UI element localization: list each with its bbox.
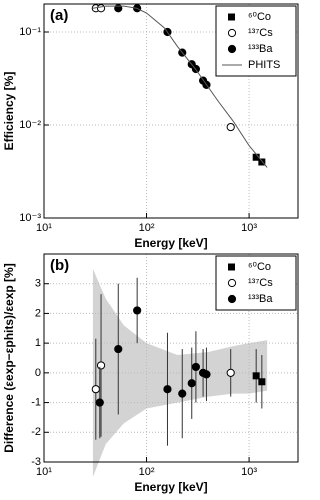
y-tick-label: -2	[31, 426, 41, 438]
legend-label: ¹³³Ba	[248, 293, 273, 305]
plot-frame	[43, 253, 299, 463]
y-tick-label: 2	[35, 307, 41, 319]
panel-label: (b)	[50, 257, 69, 274]
circle-marker	[96, 4, 106, 13]
y-tick-label: -1	[31, 396, 41, 408]
square-marker	[258, 378, 266, 386]
panel-label: (a)	[50, 7, 68, 24]
x-tick-label: 10³	[241, 466, 257, 478]
circle-marker	[114, 344, 123, 354]
circle-marker	[226, 368, 235, 377]
x-tick-label: 10¹	[36, 466, 52, 478]
legend-marker	[227, 44, 237, 54]
x-axis-title: Energy [keV]	[134, 480, 207, 494]
x-tick-label: 10³	[241, 222, 257, 234]
y-tick-label: -3	[31, 456, 41, 468]
circle-marker	[96, 361, 106, 370]
fit-line	[92, 5, 268, 168]
legend-label: ⁶⁰Co	[248, 11, 271, 23]
chart: 10¹ 10² 10³ 10⁻³ 10⁻² 10⁻¹ (a) Energy [keV] Effi…	[2, 3, 299, 494]
circle-marker	[202, 370, 211, 379]
legend-label: ¹³⁷Cs	[248, 277, 273, 289]
y-tick-label: 3	[35, 278, 41, 290]
y-axis-title: Efficiency [%]	[2, 72, 16, 151]
x-axis-title: Energy [keV]	[134, 236, 207, 250]
panel: 10¹ 10² 10³ -3 -2 -1 0 1 2 3 (b) Energy [keV] Differ…	[2, 253, 299, 494]
legend-label: PHITS	[248, 59, 280, 71]
x-tick-label: 10²	[139, 222, 155, 234]
legend-label: ⁶⁰Co	[248, 261, 271, 273]
y-tick-label: 10⁻³	[19, 212, 41, 224]
square-marker	[258, 158, 266, 166]
legend-marker	[227, 294, 237, 304]
legend-marker	[228, 13, 235, 21]
circle-marker	[133, 306, 142, 315]
x-tick-label: 10²	[139, 466, 155, 478]
circle-marker	[226, 122, 235, 132]
circle-marker	[163, 385, 172, 394]
y-tick-label: 10⁻²	[19, 119, 41, 131]
square-marker	[252, 153, 260, 161]
square-marker	[252, 372, 260, 380]
legend-marker	[227, 278, 237, 288]
legend-marker	[228, 263, 235, 271]
legend-label: ¹³³Ba	[248, 43, 273, 55]
circle-marker	[91, 385, 100, 394]
plot-frame	[43, 3, 299, 219]
y-tick-label: 0	[35, 367, 41, 379]
x-tick-label: 10¹	[36, 222, 52, 234]
y-axis-title: Difference (εexp−εphits)/εexp [%]	[2, 263, 16, 452]
circle-marker	[95, 398, 104, 407]
legend-marker	[227, 28, 237, 38]
y-tick-label: 1	[35, 337, 41, 349]
circle-marker	[178, 389, 187, 398]
panel: 10¹ 10² 10³ 10⁻³ 10⁻² 10⁻¹ (a) Energy [keV] Effi…	[2, 3, 299, 250]
circle-marker	[187, 379, 196, 388]
legend-label: ¹³⁷Cs	[248, 27, 273, 39]
y-tick-label: 10⁻¹	[19, 26, 41, 38]
circle-marker	[191, 362, 201, 372]
uncertainty-band	[92, 268, 268, 477]
